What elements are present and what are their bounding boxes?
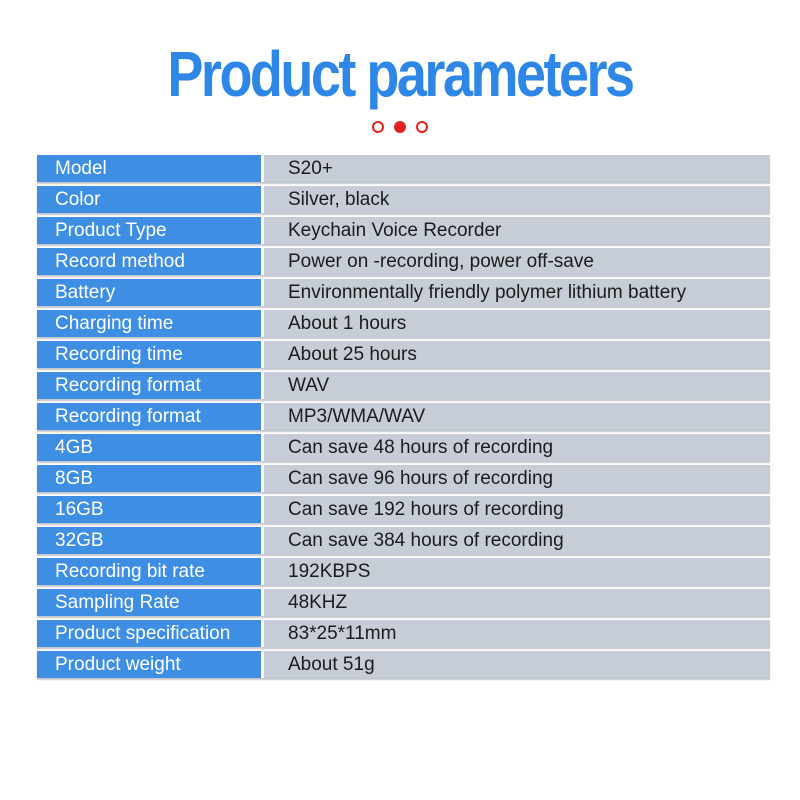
- param-label: 4GB: [37, 434, 264, 461]
- param-label: Recording time: [37, 341, 264, 368]
- param-value: Can save 96 hours of recording: [264, 465, 770, 492]
- param-value: 83*25*11mm: [264, 620, 770, 647]
- carousel-dot-icon: [372, 121, 384, 133]
- table-row: 4GB Can save 48 hours of recording: [37, 434, 770, 461]
- carousel-dot-icon: [394, 121, 406, 133]
- param-label: 8GB: [37, 465, 264, 492]
- table-row: Product specification 83*25*11mm: [37, 620, 770, 647]
- param-value: 48KHZ: [264, 589, 770, 616]
- page-title: Product parameters: [167, 39, 635, 110]
- table-row: Recording bit rate 192KBPS: [37, 558, 770, 585]
- table-row: 16GB Can save 192 hours of recording: [37, 496, 770, 523]
- param-value: About 25 hours: [264, 341, 770, 368]
- param-label: Record method: [37, 248, 264, 275]
- table-row: Recording format MP3/WMA/WAV: [37, 403, 770, 430]
- table-row: 32GB Can save 384 hours of recording: [37, 527, 770, 554]
- param-label: 32GB: [37, 527, 264, 554]
- param-value: Silver, black: [264, 186, 770, 213]
- table-row: 8GB Can save 96 hours of recording: [37, 465, 770, 492]
- param-value: Can save 192 hours of recording: [264, 496, 770, 523]
- table-row: Recording time About 25 hours: [37, 341, 770, 368]
- param-label: Charging time: [37, 310, 264, 337]
- table-row: Record method Power on -recording, power…: [37, 248, 770, 275]
- param-label: Product specification: [37, 620, 264, 647]
- param-label: Recording bit rate: [37, 558, 264, 585]
- param-value: MP3/WMA/WAV: [264, 403, 770, 430]
- param-label: Recording format: [37, 372, 264, 399]
- carousel-dots: [0, 120, 800, 134]
- param-value: S20+: [264, 155, 770, 182]
- param-value: Power on -recording, power off-save: [264, 248, 770, 275]
- param-value: 192KBPS: [264, 558, 770, 585]
- param-label: Battery: [37, 279, 264, 306]
- table-row: Color Silver, black: [37, 186, 770, 213]
- param-value: About 51g: [264, 651, 770, 678]
- param-label: Color: [37, 186, 264, 213]
- param-value: Environmentally friendly polymer lithium…: [264, 279, 770, 306]
- param-value: WAV: [264, 372, 770, 399]
- param-value: About 1 hours: [264, 310, 770, 337]
- table-row: Model S20+: [37, 155, 770, 182]
- param-label: Sampling Rate: [37, 589, 264, 616]
- table-row: Recording format WAV: [37, 372, 770, 399]
- param-label: 16GB: [37, 496, 264, 523]
- param-label: Product Type: [37, 217, 264, 244]
- table-row: Product weight About 51g: [37, 651, 770, 678]
- param-label: Recording format: [37, 403, 264, 430]
- table-row: Battery Environmentally friendly polymer…: [37, 279, 770, 306]
- carousel-dot-icon: [416, 121, 428, 133]
- spec-table: Model S20+ Color Silver, black Product T…: [37, 155, 770, 682]
- param-label: Model: [37, 155, 264, 182]
- table-row: Charging time About 1 hours: [37, 310, 770, 337]
- param-value: Keychain Voice Recorder: [264, 217, 770, 244]
- param-label: Product weight: [37, 651, 264, 678]
- param-value: Can save 384 hours of recording: [264, 527, 770, 554]
- table-row: Product Type Keychain Voice Recorder: [37, 217, 770, 244]
- table-row: Sampling Rate 48KHZ: [37, 589, 770, 616]
- param-value: Can save 48 hours of recording: [264, 434, 770, 461]
